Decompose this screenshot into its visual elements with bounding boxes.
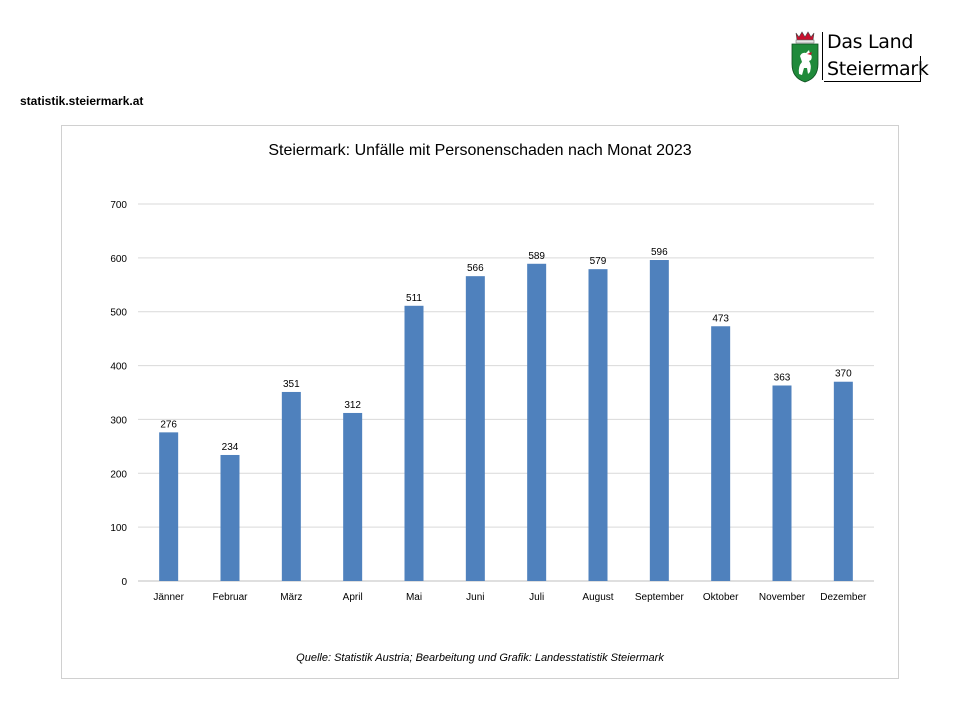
- y-tick-label: 500: [110, 308, 127, 319]
- logo-rightline: [920, 56, 921, 82]
- y-tick-label: 100: [110, 523, 127, 534]
- das-land-steiermark-logo: Das Land Steiermark: [790, 30, 929, 84]
- data-label: 579: [590, 256, 607, 267]
- x-tick-label: Mai: [406, 592, 422, 603]
- chart-title: Steiermark: Unfälle mit Personenschaden …: [268, 142, 691, 159]
- data-label: 363: [774, 372, 791, 383]
- x-tick-label: November: [759, 592, 806, 603]
- bar-chart: Steiermark: Unfälle mit Personenschaden …: [110, 142, 874, 664]
- data-label: 596: [651, 247, 668, 258]
- bar: [527, 263, 547, 581]
- x-tick-label: Oktober: [703, 592, 739, 603]
- logo-text-line2: Steiermark: [827, 58, 929, 80]
- site-url: statistik.steiermark.at: [20, 94, 144, 108]
- y-tick-label: 400: [110, 362, 127, 373]
- bar: [649, 260, 669, 581]
- y-tick-label: 200: [110, 469, 127, 480]
- chart-source-note: Quelle: Statistik Austria; Bearbeitung u…: [296, 652, 664, 664]
- x-tick-label: April: [343, 592, 363, 603]
- x-tick-label: Juli: [529, 592, 544, 603]
- data-label: 234: [222, 442, 239, 453]
- bar: [772, 385, 792, 581]
- y-tick-label: 0: [121, 577, 127, 588]
- bar: [711, 326, 731, 581]
- data-label: 370: [835, 369, 852, 380]
- x-tick-label: Dezember: [820, 592, 867, 603]
- bar: [833, 381, 853, 581]
- bar: [588, 269, 608, 581]
- data-label: 276: [160, 419, 177, 430]
- data-label: 351: [283, 379, 300, 390]
- x-tick-label: August: [582, 592, 613, 603]
- data-label: 473: [712, 313, 729, 324]
- grid-layer: [138, 203, 874, 582]
- bar: [220, 454, 240, 581]
- data-labels: 276 234 351 312 511 566 589 579 596 473 363 370: [160, 247, 852, 453]
- y-tick-label: 600: [110, 254, 127, 265]
- logo-underline: [824, 81, 920, 82]
- chart-frame: Steiermark: Unfälle mit Personenschaden …: [61, 125, 899, 679]
- data-label: 589: [528, 251, 545, 262]
- x-tick-label: März: [280, 592, 302, 603]
- x-tick-label: Jänner: [153, 592, 184, 603]
- logo-text-line1: Das Land: [827, 31, 914, 53]
- y-axis: 0 100 200 300 400 500 600 700: [110, 200, 127, 588]
- data-label: 511: [406, 293, 422, 304]
- bar: [465, 276, 485, 581]
- bar: [343, 412, 363, 581]
- data-label: 566: [467, 263, 484, 274]
- bar: [159, 432, 179, 581]
- bar: [404, 305, 424, 581]
- bar: [281, 391, 301, 581]
- data-label: 312: [344, 400, 361, 411]
- x-tick-label: Juni: [466, 592, 484, 603]
- y-tick-label: 700: [110, 200, 127, 211]
- steiermark-crest-icon: [791, 31, 819, 83]
- x-axis: Jänner Februar März April Mai Juni Juli August S…: [153, 592, 867, 603]
- x-tick-label: Februar: [212, 592, 248, 603]
- y-tick-label: 300: [110, 415, 127, 426]
- x-tick-label: September: [635, 592, 685, 603]
- logo-divider: [822, 32, 823, 80]
- bars: [159, 260, 853, 581]
